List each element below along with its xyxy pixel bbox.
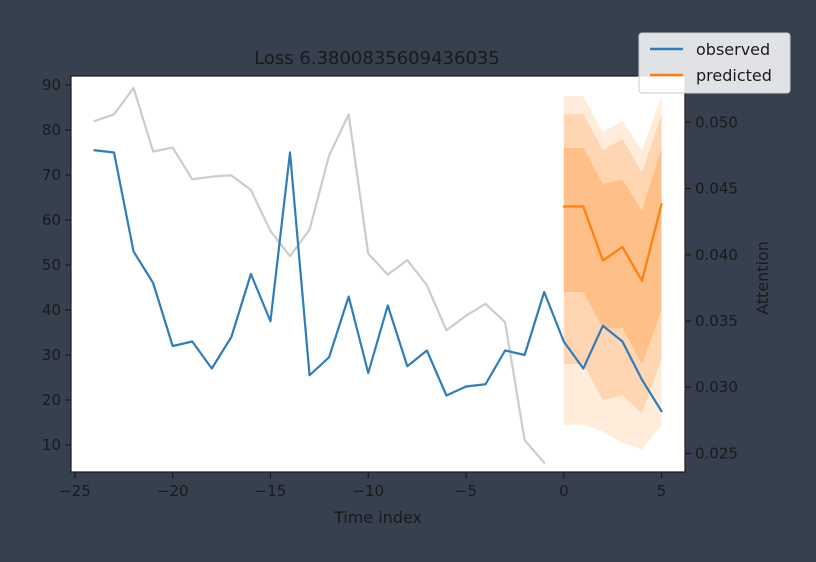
y2-axis-ticks: 0.025 0.030 0.035 0.040 0.045 0.050 [685,113,738,462]
y-tick-label: 70 [42,166,61,184]
y2-tick-label: 0.030 [695,378,738,396]
x-axis-label: Time index [333,508,422,527]
y-tick-label: 50 [42,256,61,274]
x-tick-label: 5 [657,482,667,500]
y2-axis-label: Attention [753,241,772,315]
y-tick-label: 40 [42,301,61,319]
y2-tick-label: 0.050 [695,113,738,131]
legend-predicted-label: predicted [696,66,772,85]
x-tick-label: 0 [559,482,569,500]
series-line-observed [93,149,663,413]
prediction-band-1 [563,114,662,414]
chart-title: Loss 6.3800835609436035 [254,48,500,69]
y-tick-label: 80 [42,121,61,139]
y-tick-label: 20 [42,391,61,409]
legend: observed predicted [638,32,791,94]
y-tick-label: 30 [42,346,61,364]
legend-observed-label: observed [696,40,770,59]
y-tick-label: 10 [42,436,61,454]
plot-area [70,75,686,473]
x-tick-label: −25 [59,482,91,500]
x-tick-label: −5 [455,482,477,500]
x-tick-label: −10 [352,482,384,500]
y2-tick-label: 0.025 [695,444,738,462]
y2-tick-label: 0.040 [695,246,738,264]
prediction-bands [563,96,662,450]
y2-tick-label: 0.045 [695,180,738,198]
prediction-band-0 [563,96,662,450]
x-tick-label: −20 [157,482,189,500]
series-lines [93,86,663,464]
series-line-predicted [562,203,663,282]
y-tick-label: 90 [42,76,61,94]
y-tick-label: 60 [42,211,61,229]
series-line-attention [93,86,546,464]
y-axis-ticks: 10 20 30 40 50 60 70 80 90 [42,76,71,454]
prediction-band-2 [563,148,662,364]
x-axis-ticks: −25 −20 −15 −10 −5 0 5 [59,472,666,500]
x-tick-label: −15 [255,482,287,500]
y2-tick-label: 0.035 [695,312,738,330]
